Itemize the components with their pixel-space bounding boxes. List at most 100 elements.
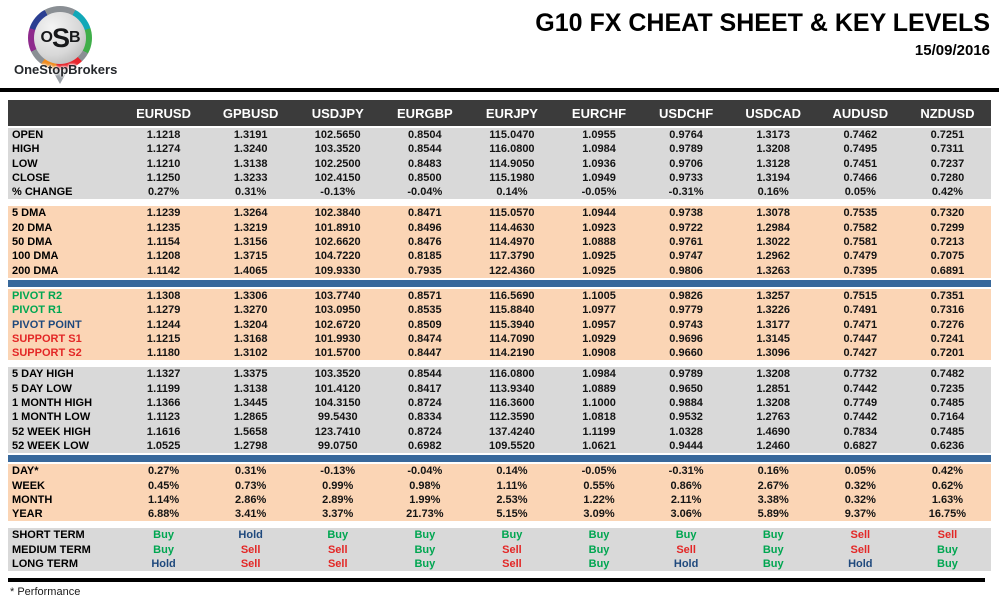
value-cell: 1.2984 — [729, 220, 817, 236]
value-cell: 0.6827 — [816, 438, 904, 455]
signal-cell: Buy — [555, 528, 643, 543]
value-cell: 0.7311 — [903, 142, 991, 157]
column-header-eurchf: EURCHF — [555, 100, 643, 128]
value-cell: 1.3177 — [729, 317, 817, 332]
value-cell: -0.05% — [555, 463, 643, 479]
signal-cell: Buy — [381, 542, 469, 558]
value-cell: 1.1218 — [120, 127, 208, 143]
row-label: SUPPORT S2 — [8, 346, 120, 361]
value-cell: 0.6982 — [381, 438, 469, 455]
value-cell: 0.7241 — [903, 331, 991, 347]
value-cell: 117.3790 — [468, 249, 556, 264]
value-cell: 1.0818 — [555, 410, 643, 425]
value-cell: 0.9761 — [642, 235, 730, 250]
value-cell: 114.4630 — [468, 220, 556, 236]
value-cell: 0.7276 — [903, 317, 991, 332]
value-cell: 0.7201 — [903, 346, 991, 361]
value-cell: 1.0936 — [555, 156, 643, 171]
value-cell: 0.7485 — [903, 424, 991, 439]
table-row: LOW 1.1210 1.3138 102.2500 0.8483 114.9050 1.0… — [8, 156, 991, 171]
table-row: SUPPORT S2 1.1180 1.3102 101.5700 0.8447 114.… — [8, 346, 991, 361]
value-cell: 1.3233 — [207, 170, 295, 186]
performance-footnote: * Performance — [10, 586, 81, 598]
value-cell: 1.0929 — [555, 331, 643, 347]
value-cell: 1.3102 — [207, 346, 295, 361]
value-cell: 0.7447 — [816, 331, 904, 347]
signal-cell: Buy — [294, 528, 382, 543]
value-cell: 0.05% — [816, 463, 904, 479]
row-label: 100 DMA — [8, 249, 120, 264]
table-row: YEAR 6.88% 3.41% 3.37% 21.73% 5.15% 3.09% 3.06%… — [8, 507, 991, 522]
value-cell: 5.15% — [468, 507, 556, 522]
signal-cell: Buy — [555, 557, 643, 572]
table-row: WEEK 0.45% 0.73% 0.99% 0.98% 1.11% 0.55% 0.86% 2… — [8, 478, 991, 493]
value-cell: 1.3208 — [729, 142, 817, 157]
value-cell: 0.32% — [816, 492, 904, 508]
section-gap — [8, 199, 991, 207]
value-cell: 0.9706 — [642, 156, 730, 171]
value-cell: 0.9532 — [642, 410, 730, 425]
table-row: 1 MONTH HIGH 1.1366 1.3445 104.3150 0.8724 11… — [8, 396, 991, 411]
value-cell: 1.1123 — [120, 410, 208, 425]
row-label: 200 DMA — [8, 263, 120, 279]
report-date: 15/09/2016 — [914, 42, 990, 59]
row-label: OPEN — [8, 127, 120, 143]
value-cell: 0.7834 — [816, 424, 904, 439]
column-header-audusd: AUDUSD — [816, 100, 904, 128]
signal-cell: Hold — [642, 557, 730, 572]
value-cell: 1.4065 — [207, 263, 295, 279]
table-row: 5 DAY HIGH 1.1327 1.3375 103.3520 0.8544 116.… — [8, 367, 991, 382]
table-row: SUPPORT S1 1.1215 1.3168 101.9930 0.8474 114.… — [8, 331, 991, 347]
value-cell: 103.3520 — [294, 367, 382, 382]
value-cell: 1.0525 — [120, 438, 208, 455]
value-cell: 0.7749 — [816, 396, 904, 411]
value-cell: 0.7316 — [903, 303, 991, 318]
value-cell: 114.2190 — [468, 346, 556, 361]
value-cell: 3.41% — [207, 507, 295, 522]
value-cell: 115.0570 — [468, 206, 556, 221]
table-row: SHORT TERM Buy Hold Buy Buy Buy Buy Buy Buy Sell S… — [8, 528, 991, 543]
value-cell: 0.7471 — [816, 317, 904, 332]
value-cell: 0.9660 — [642, 346, 730, 361]
signal-cell: Buy — [729, 557, 817, 572]
row-label-header — [8, 100, 120, 128]
row-label: MEDIUM TERM — [8, 542, 120, 558]
value-cell: 0.31% — [207, 185, 295, 200]
table-row: 20 DMA 1.1235 1.3219 101.8910 0.8496 114.4630… — [8, 220, 991, 236]
value-cell: 1.0925 — [555, 263, 643, 279]
value-cell: 0.27% — [120, 463, 208, 479]
value-cell: 5.89% — [729, 507, 817, 522]
value-cell: 103.3520 — [294, 142, 382, 157]
value-cell: 1.3375 — [207, 367, 295, 382]
value-cell: -0.13% — [294, 185, 382, 200]
value-cell: 0.7515 — [816, 287, 904, 304]
value-cell: 1.0328 — [642, 424, 730, 439]
value-cell: 122.4360 — [468, 263, 556, 279]
signal-cell: Buy — [555, 542, 643, 558]
section-gap-row — [8, 360, 991, 368]
value-cell: 116.0800 — [468, 142, 556, 157]
table-row: CLOSE 1.1250 1.3233 102.4150 0.8500 115.1980 1… — [8, 170, 991, 186]
value-cell: 102.3840 — [294, 206, 382, 221]
value-cell: 0.9826 — [642, 287, 730, 304]
signal-cell: Sell — [468, 557, 556, 572]
value-cell: 114.9050 — [468, 156, 556, 171]
value-cell: 21.73% — [381, 507, 469, 522]
value-cell: 0.9738 — [642, 206, 730, 221]
value-cell: 2.53% — [468, 492, 556, 508]
signal-cell: Buy — [120, 542, 208, 558]
value-cell: 2.11% — [642, 492, 730, 508]
signal-cell: Sell — [642, 542, 730, 558]
value-cell: 0.7535 — [816, 206, 904, 221]
signal-cell: Sell — [207, 557, 295, 572]
signal-cell: Sell — [294, 557, 382, 572]
value-cell: 1.1274 — [120, 142, 208, 157]
value-cell: 1.3138 — [207, 156, 295, 171]
value-cell: 0.7395 — [816, 263, 904, 279]
value-cell: 1.2763 — [729, 410, 817, 425]
value-cell: 1.3445 — [207, 396, 295, 411]
section-gap — [8, 521, 991, 529]
value-cell: 0.42% — [903, 185, 991, 200]
value-cell: 99.5430 — [294, 410, 382, 425]
